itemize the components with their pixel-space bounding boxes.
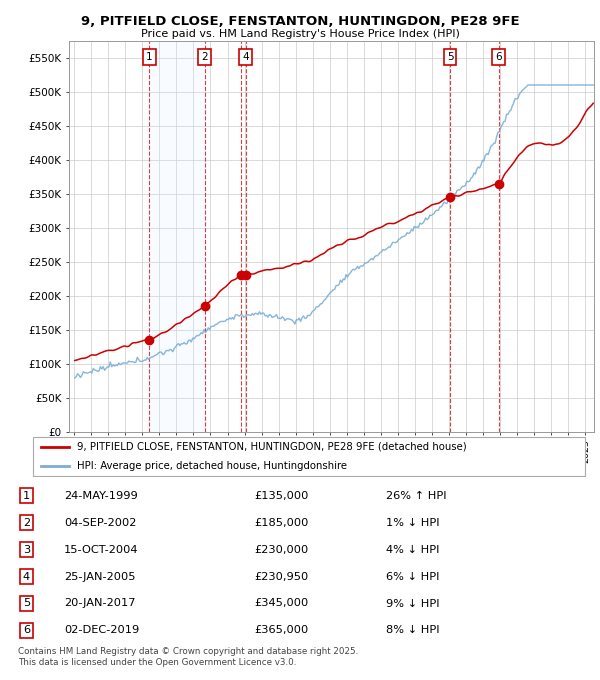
Text: 15-OCT-2004: 15-OCT-2004 (64, 545, 139, 555)
Text: Contains HM Land Registry data © Crown copyright and database right 2025.
This d: Contains HM Land Registry data © Crown c… (18, 647, 358, 667)
Text: Price paid vs. HM Land Registry's House Price Index (HPI): Price paid vs. HM Land Registry's House … (140, 29, 460, 39)
Text: £365,000: £365,000 (254, 626, 308, 636)
Text: 4% ↓ HPI: 4% ↓ HPI (386, 545, 440, 555)
Text: 9% ↓ HPI: 9% ↓ HPI (386, 598, 440, 609)
Text: 1: 1 (146, 52, 152, 63)
Bar (149, 41, 205, 432)
Text: 2: 2 (23, 517, 30, 528)
Text: 02-DEC-2019: 02-DEC-2019 (64, 626, 139, 636)
Text: 9, PITFIELD CLOSE, FENSTANTON, HUNTINGDON, PE28 9FE: 9, PITFIELD CLOSE, FENSTANTON, HUNTINGDO… (80, 15, 520, 28)
Text: HPI: Average price, detached house, Huntingdonshire: HPI: Average price, detached house, Hunt… (77, 461, 347, 471)
Text: 25-JAN-2005: 25-JAN-2005 (64, 571, 136, 581)
Text: 5: 5 (447, 52, 454, 63)
Text: 1% ↓ HPI: 1% ↓ HPI (386, 517, 440, 528)
Text: 2: 2 (202, 52, 208, 63)
Text: 4: 4 (23, 571, 30, 581)
Text: 6: 6 (496, 52, 502, 63)
Text: £230,000: £230,000 (254, 545, 308, 555)
Text: 6% ↓ HPI: 6% ↓ HPI (386, 571, 440, 581)
Text: 4: 4 (242, 52, 249, 63)
Text: 20-JAN-2017: 20-JAN-2017 (64, 598, 136, 609)
Text: £230,950: £230,950 (254, 571, 308, 581)
Text: £135,000: £135,000 (254, 490, 308, 500)
FancyBboxPatch shape (33, 437, 585, 476)
Text: 1: 1 (23, 490, 30, 500)
Text: 6: 6 (23, 626, 30, 636)
Text: 04-SEP-2002: 04-SEP-2002 (64, 517, 136, 528)
Text: 5: 5 (23, 598, 30, 609)
Text: £185,000: £185,000 (254, 517, 308, 528)
Text: 24-MAY-1999: 24-MAY-1999 (64, 490, 137, 500)
Text: 8% ↓ HPI: 8% ↓ HPI (386, 626, 440, 636)
Text: 3: 3 (23, 545, 30, 555)
Text: 26% ↑ HPI: 26% ↑ HPI (386, 490, 447, 500)
Text: £345,000: £345,000 (254, 598, 308, 609)
Text: 9, PITFIELD CLOSE, FENSTANTON, HUNTINGDON, PE28 9FE (detached house): 9, PITFIELD CLOSE, FENSTANTON, HUNTINGDO… (77, 441, 467, 452)
